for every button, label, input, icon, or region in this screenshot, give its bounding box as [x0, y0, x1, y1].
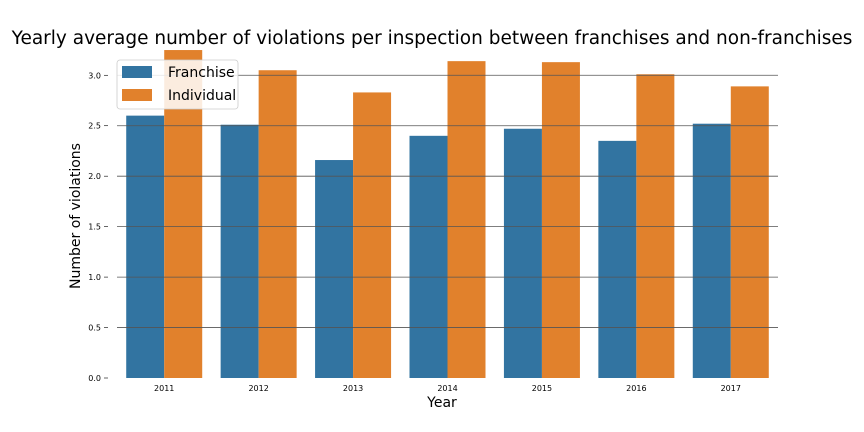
- x-tick-label-2015: 2015: [532, 384, 552, 393]
- y-tick-label: 3.0: [88, 71, 101, 80]
- x-tick-label-2016: 2016: [626, 384, 646, 393]
- x-tick-label-2012: 2012: [248, 384, 268, 393]
- x-tick-label-2017: 2017: [721, 384, 741, 393]
- bar-individual-2015: [541, 62, 580, 379]
- y-tick-label: 0.5: [88, 324, 101, 333]
- y-tick-label: 2.0: [88, 172, 101, 181]
- bar-franchise-2011: [126, 115, 165, 379]
- x-tick-label-2013: 2013: [343, 384, 363, 393]
- legend-swatch-individual: [122, 89, 152, 101]
- bar-individual-2012: [258, 70, 297, 379]
- legend-swatch-franchise: [122, 66, 152, 78]
- y-tick-label: 1.5: [88, 223, 101, 232]
- chart-title: Yearly average number of violations per …: [11, 28, 853, 49]
- x-tick-label-2014: 2014: [437, 384, 457, 393]
- bar-franchise-2012: [220, 124, 259, 378]
- bar-franchise-2017: [692, 123, 731, 378]
- x-tick-label-2011: 2011: [154, 384, 174, 393]
- bar-franchise-2014: [409, 135, 448, 378]
- bar-individual-2016: [636, 74, 675, 378]
- bar-individual-2017: [730, 86, 769, 378]
- legend-label-franchise: Franchise: [168, 65, 235, 81]
- bar-individual-2013: [353, 92, 392, 378]
- y-tick-label: 1.0: [88, 273, 101, 282]
- bar-franchise-2013: [315, 160, 354, 378]
- bar-individual-2014: [447, 61, 486, 379]
- y-tick-label: 2.5: [88, 122, 101, 131]
- x-axis-label: Year: [427, 395, 457, 411]
- y-axis-label: Number of violations: [68, 143, 84, 289]
- y-tick-label: 0.0: [88, 374, 101, 383]
- legend-label-individual: Individual: [168, 88, 236, 104]
- bar-franchise-2016: [598, 140, 637, 378]
- bar-franchise-2015: [503, 128, 542, 378]
